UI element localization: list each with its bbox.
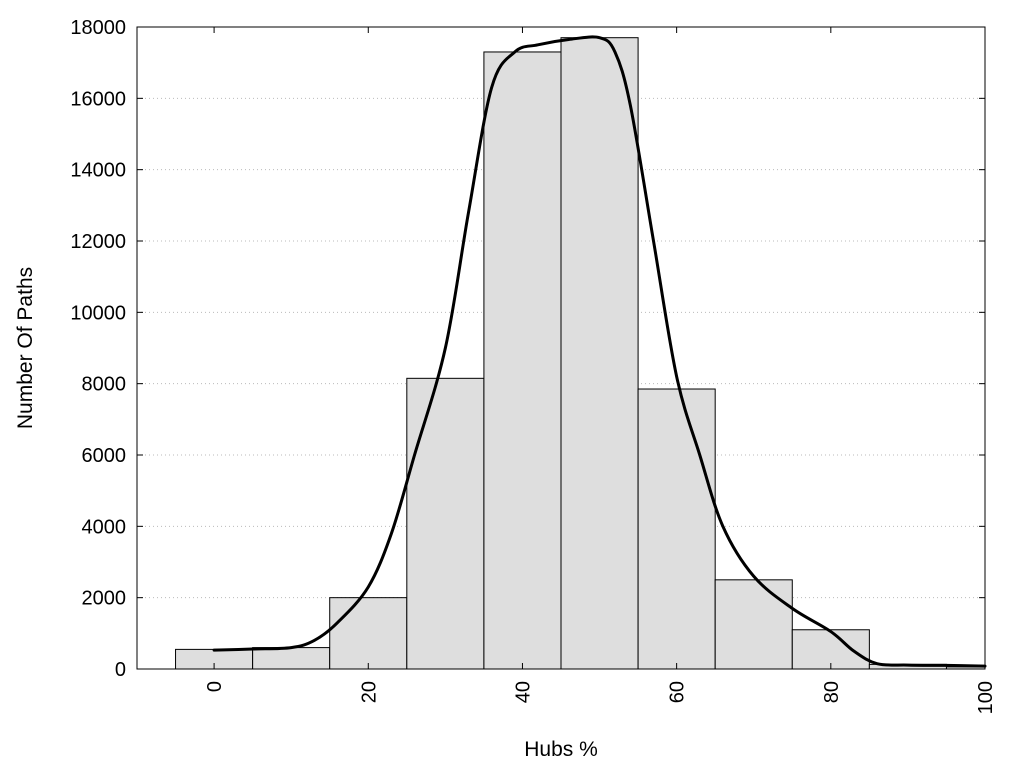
- density-curve-line: [212, 35, 987, 668]
- x-tick-label: 20: [358, 681, 380, 703]
- histogram-bar: [637, 388, 716, 670]
- histogram-bar: [560, 37, 639, 670]
- x-tick-label: 80: [821, 681, 843, 703]
- histogram-bar: [329, 597, 408, 670]
- bars: [175, 37, 986, 670]
- y-tick-label: 4000: [82, 516, 127, 538]
- y-tick-label: 10000: [70, 302, 126, 324]
- y-tick-label: 6000: [82, 445, 127, 467]
- x-tick-label: 0: [204, 681, 226, 692]
- y-tick-label: 12000: [70, 231, 126, 253]
- x-tick-label: 60: [667, 681, 689, 703]
- y-tick-label: 2000: [82, 588, 127, 610]
- x-axis-ticks: 0 20 40 60 80 100: [204, 27, 997, 714]
- density-curve: [212, 35, 987, 668]
- histogram-bar: [791, 629, 870, 670]
- histogram-bar: [406, 377, 485, 670]
- x-tick-label: 100: [975, 681, 997, 714]
- histogram-bar: [714, 579, 793, 670]
- y-tick-label: 16000: [70, 88, 126, 110]
- y-tick-label: 14000: [70, 160, 126, 182]
- x-axis-label: Hubs %: [524, 738, 598, 761]
- histogram-bar: [252, 647, 331, 670]
- y-axis-label: Number Of Paths: [14, 267, 37, 429]
- y-axis-ticks: 0 2000 4000 6000 8000 10000 12000 14000 16000 180…: [70, 17, 985, 681]
- histogram-bar: [483, 51, 562, 670]
- plot-frame: [136, 26, 986, 670]
- y-tick-label: 18000: [70, 17, 126, 39]
- x-tick-label: 40: [512, 681, 534, 703]
- y-tick-label: 8000: [82, 374, 127, 396]
- y-tick-label: 0: [115, 659, 126, 681]
